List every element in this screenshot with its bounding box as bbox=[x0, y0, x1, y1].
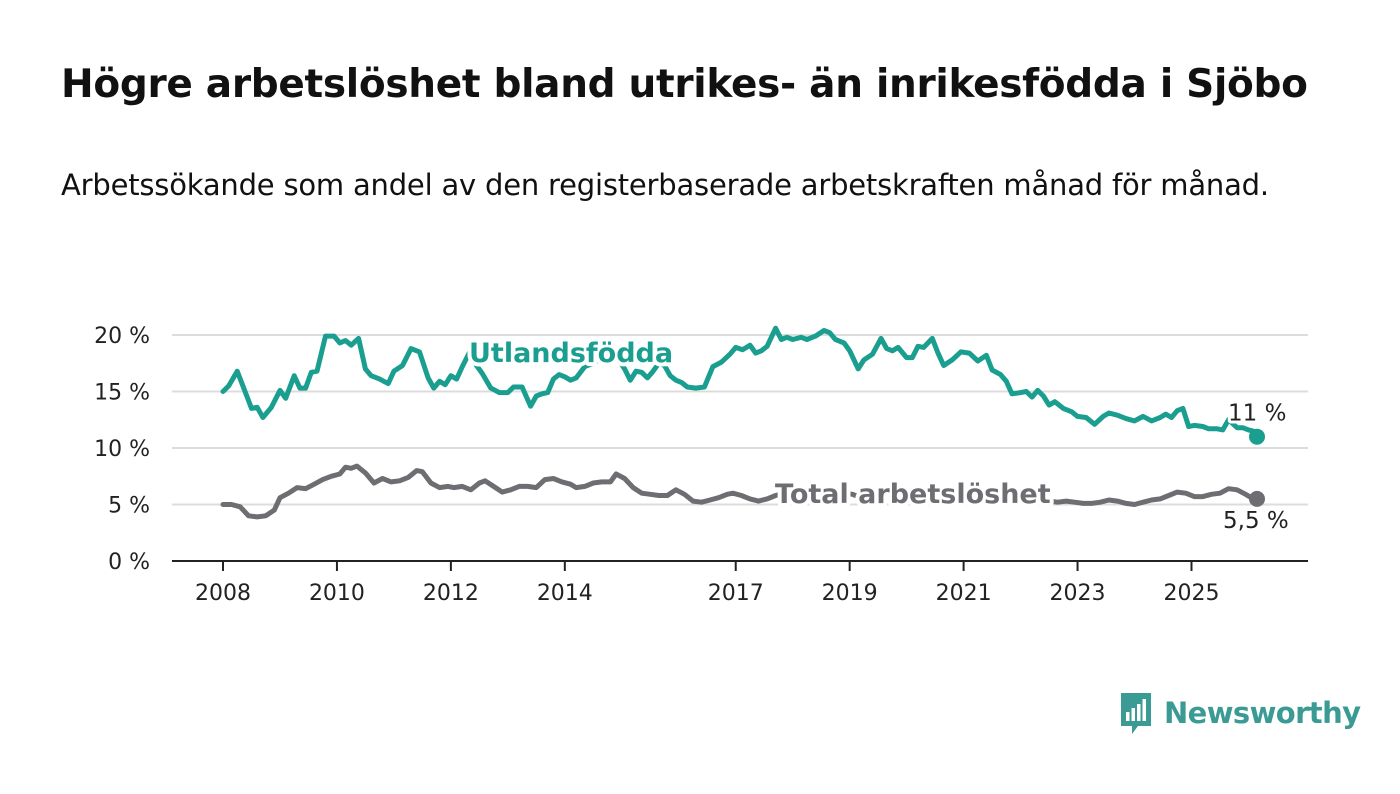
y-tick-label: 0 % bbox=[108, 550, 150, 575]
x-tick-label: 2008 bbox=[195, 581, 251, 606]
end-labels: 11 % 5,5 % bbox=[1220, 398, 1292, 537]
y-tick-label: 15 % bbox=[94, 381, 150, 406]
end-label-total: 5,5 % bbox=[1223, 508, 1289, 534]
series-label-utlandsfodda: Utlandsfödda bbox=[469, 338, 673, 369]
series-lines bbox=[220, 325, 1260, 520]
y-tick-label: 5 % bbox=[108, 494, 150, 519]
end-label-utlandsfodda: 11 % bbox=[1228, 401, 1286, 427]
series-line-utlandsfodda bbox=[220, 325, 1260, 440]
y-tick-label: 20 % bbox=[94, 324, 150, 349]
chart-subtitle: Arbetssökande som andel av den registerb… bbox=[61, 168, 1269, 202]
x-tick-label: 2014 bbox=[537, 581, 593, 606]
chart-title: Högre arbetslöshet bland utrikes- än inr… bbox=[61, 62, 1308, 107]
newsworthy-logo: Newsworthy bbox=[1118, 690, 1361, 736]
x-tick-label: 2023 bbox=[1050, 581, 1106, 606]
x-tick-label: 2017 bbox=[708, 581, 764, 606]
series-label-total: Total arbetslöshet bbox=[775, 479, 1051, 510]
gridlines bbox=[172, 334, 1308, 506]
end-marker-utlandsfodda bbox=[1249, 428, 1265, 445]
series-end-markers bbox=[1249, 428, 1265, 507]
logo-text: Newsworthy bbox=[1164, 696, 1361, 730]
bar-chart-speech-bubble-icon bbox=[1121, 693, 1151, 734]
series-line-total bbox=[220, 463, 1260, 520]
x-tick-label: 2021 bbox=[936, 581, 992, 606]
y-tick-label: 10 % bbox=[94, 437, 150, 462]
end-marker-total bbox=[1249, 490, 1265, 507]
x-tick-label: 2012 bbox=[423, 581, 479, 606]
x-axis: 2008 2010 2012 2014 2017 2019 2021 2023 2025 bbox=[172, 560, 1308, 606]
y-axis-labels: 0 % 5 % 10 % 15 % 20 % bbox=[94, 324, 150, 575]
x-tick-label: 2025 bbox=[1163, 581, 1219, 606]
x-tick-label: 2019 bbox=[822, 581, 878, 606]
x-tick-label: 2010 bbox=[309, 581, 365, 606]
